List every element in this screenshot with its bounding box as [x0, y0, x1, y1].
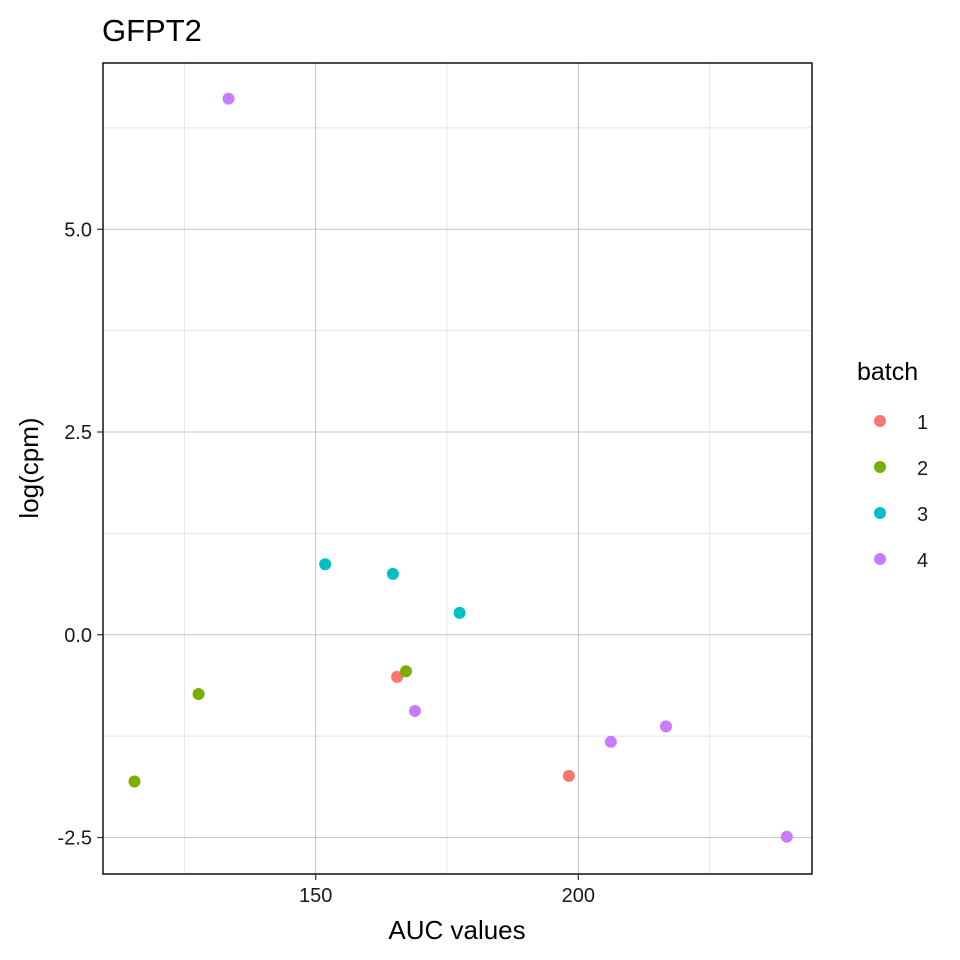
data-point-batch-1 — [562, 769, 575, 782]
data-point-batch-1 — [391, 670, 404, 683]
x-axis-title: AUC values — [388, 915, 525, 945]
data-point-batch-4 — [408, 704, 421, 717]
data-point-batch-3 — [386, 567, 399, 580]
data-points — [128, 92, 793, 843]
legend-key-1 — [874, 415, 886, 427]
plot-panel — [102, 62, 813, 875]
legend-label-4: 4 — [917, 550, 928, 572]
x-tick-label: 150 — [299, 885, 332, 907]
legend: batch 1 2 3 4 — [857, 358, 928, 572]
data-point-batch-4 — [222, 92, 235, 105]
legend-title: batch — [857, 358, 918, 386]
data-point-batch-2 — [128, 775, 141, 788]
y-tick-label: 5.0 — [64, 219, 92, 241]
data-point-batch-3 — [453, 606, 466, 619]
y-tick-label: -2.5 — [58, 828, 92, 850]
data-point-batch-3 — [319, 558, 332, 571]
data-point-batch-2 — [400, 665, 413, 678]
y-tick-label: 2.5 — [64, 422, 92, 444]
legend-key-4 — [874, 553, 886, 565]
y-tick-label: 0.0 — [64, 625, 92, 647]
data-point-batch-4 — [780, 830, 793, 843]
data-point-batch-4 — [604, 735, 617, 748]
axis-ticks: 150 200 -2.5 0.0 2.5 5.0 — [58, 219, 595, 907]
legend-label-1: 1 — [917, 412, 928, 434]
data-point-batch-2 — [192, 687, 205, 700]
legend-label-2: 2 — [917, 458, 928, 480]
legend-key-3 — [874, 507, 886, 519]
legend-key-2 — [874, 461, 886, 473]
legend-label-3: 3 — [917, 504, 928, 526]
y-axis-title: log(cpm) — [14, 417, 44, 518]
grid — [103, 63, 812, 874]
x-tick-label: 200 — [562, 885, 595, 907]
data-point-batch-4 — [659, 720, 672, 733]
chart-title: GFPT2 — [102, 13, 202, 48]
